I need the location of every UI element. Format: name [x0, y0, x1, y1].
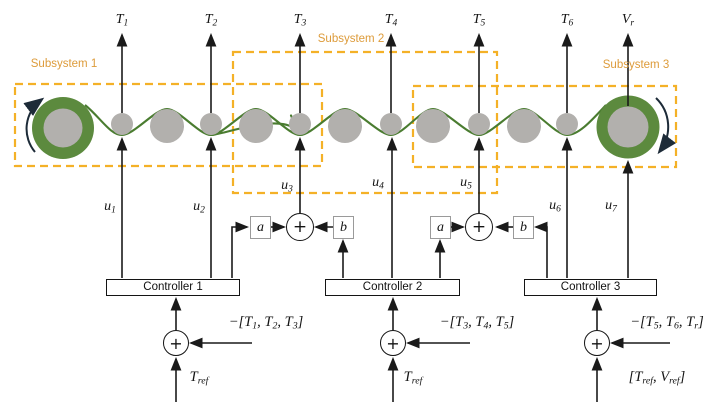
ref1-label: Tref [189, 369, 209, 387]
subsystem-1-label: Subsystem 1 [30, 58, 98, 70]
ref3-label: [Tref, Vref] [628, 369, 686, 387]
feedback1-label: −[T1, T2, T3] [228, 314, 304, 332]
controller-3-label: Controller 3 [560, 280, 621, 293]
tension-roller-5 [468, 113, 490, 135]
rewind-roll-core [607, 106, 649, 148]
controller-2-label: Controller 2 [362, 280, 423, 293]
u7-label: u7 [605, 198, 617, 215]
subsystem-2-label: Subsystem 2 [317, 33, 385, 45]
u2-label: u2 [193, 199, 205, 216]
gain-block-a-1: a [250, 216, 271, 239]
T3-label: T3 [293, 12, 307, 29]
T2-label: T2 [204, 12, 218, 29]
u4-label: u4 [372, 175, 384, 192]
T6-label: T6 [560, 12, 574, 29]
gain-block-a-2: a [430, 216, 451, 239]
c3-to-b2 [533, 221, 548, 278]
drive-roller [416, 109, 450, 143]
gain-block-b-2: b [513, 216, 534, 239]
feedback2-label: −[T3, T4, T5] [439, 314, 515, 332]
tension-roller-3 [289, 113, 311, 135]
subsystem-2-box [231, 50, 499, 195]
controller-1-box: Controller 1 [106, 279, 240, 296]
tension-roller-1 [111, 113, 133, 135]
controller-1-label: Controller 1 [143, 280, 203, 293]
subsystem-boxes [13, 50, 678, 195]
drive-roller [239, 109, 273, 143]
sum-junction-3: + [584, 330, 610, 356]
controller-2-box: Controller 2 [325, 279, 460, 296]
sum-junction-mid-1: + [286, 213, 314, 241]
c1-to-a1 [231, 221, 250, 278]
gain-block-b-1: b [333, 216, 354, 239]
controller-3-box: Controller 3 [524, 279, 657, 296]
T5-label: T5 [472, 12, 486, 29]
Vr-label: Vr [621, 12, 635, 29]
feedback3-label: −[T5, T6, Tr] [630, 314, 704, 332]
rollers [32, 95, 660, 159]
unwind-rotation-arrow [23, 97, 45, 153]
T4-label: T4 [384, 12, 398, 29]
tension-roller-6 [556, 113, 578, 135]
u1-label: u1 [104, 199, 116, 216]
web-line-2 [210, 104, 607, 137]
tension-roller-4 [380, 113, 402, 135]
sum-junction-2: + [380, 330, 406, 356]
sum-junction-1: + [163, 330, 189, 356]
u3-label: u3 [281, 178, 293, 195]
tension-roller-2 [200, 113, 222, 135]
subsystem-3-box [411, 84, 678, 169]
rewind-rotation-arrow [655, 97, 677, 155]
u5-label: u5 [460, 175, 472, 192]
unwind-roll-core [43, 108, 83, 148]
sum-junction-mid-2: + [465, 213, 493, 241]
drive-roller [150, 109, 184, 143]
rotation-arrows [23, 97, 677, 155]
drive-roller [328, 109, 362, 143]
ref2-label: Tref [403, 369, 423, 387]
subsystem-3-label: Subsystem 3 [602, 59, 670, 71]
u6-label: u6 [549, 198, 561, 215]
T1-label: T1 [115, 12, 129, 29]
signal-lines [116, 32, 670, 402]
drive-roller [507, 109, 541, 143]
